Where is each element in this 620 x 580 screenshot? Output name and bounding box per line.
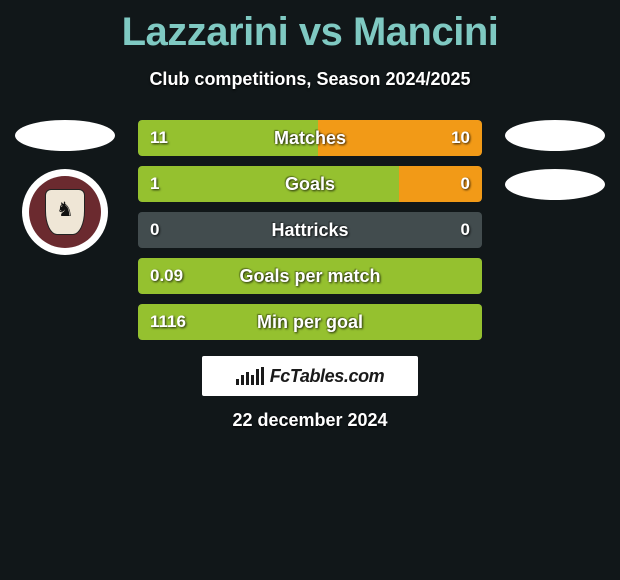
date-text: 22 december 2024 (0, 410, 620, 431)
stat-label: Matches (138, 120, 482, 156)
brand-text: FcTables.com (270, 366, 385, 387)
stat-label: Goals per match (138, 258, 482, 294)
stat-bar: 10Goals (138, 166, 482, 202)
right-player-column (500, 120, 610, 200)
player-flag-right-1 (505, 120, 605, 151)
stat-label: Min per goal (138, 304, 482, 340)
stat-bar: 0.09Goals per match (138, 258, 482, 294)
club-badge-left: ♞ (22, 169, 108, 255)
brand-bar-icon (236, 367, 264, 385)
page-title: Lazzarini vs Mancini (0, 0, 620, 55)
brand-box: FcTables.com (202, 356, 418, 396)
subtitle: Club competitions, Season 2024/2025 (0, 69, 620, 90)
player-flag-left (15, 120, 115, 151)
left-player-column: ♞ (10, 120, 120, 255)
stat-bar: 00Hattricks (138, 212, 482, 248)
stat-bar: 1116Min per goal (138, 304, 482, 340)
player-flag-right-2 (505, 169, 605, 200)
stat-bar: 1110Matches (138, 120, 482, 156)
stats-bars: 1110Matches 10Goals 00Hattricks 0.09Goals p… (138, 120, 482, 340)
horse-icon: ♞ (56, 200, 74, 220)
stat-label: Hattricks (138, 212, 482, 248)
stat-label: Goals (138, 166, 482, 202)
